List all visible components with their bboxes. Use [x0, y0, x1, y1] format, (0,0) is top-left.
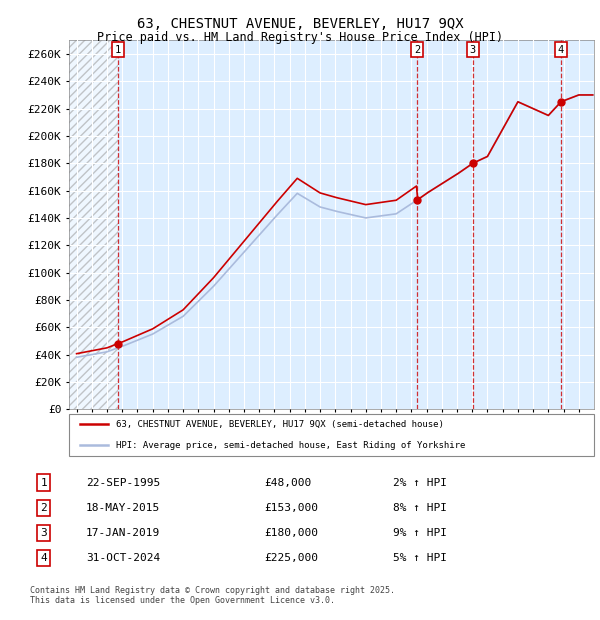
Text: HPI: Average price, semi-detached house, East Riding of Yorkshire: HPI: Average price, semi-detached house,…	[116, 441, 466, 450]
Text: 22-SEP-1995: 22-SEP-1995	[86, 477, 160, 487]
Text: 3: 3	[41, 528, 47, 538]
Text: £225,000: £225,000	[265, 553, 319, 563]
Text: 2: 2	[41, 503, 47, 513]
Text: 1: 1	[41, 477, 47, 487]
Text: Price paid vs. HM Land Registry's House Price Index (HPI): Price paid vs. HM Land Registry's House …	[97, 31, 503, 44]
Text: 63, CHESTNUT AVENUE, BEVERLEY, HU17 9QX (semi-detached house): 63, CHESTNUT AVENUE, BEVERLEY, HU17 9QX …	[116, 420, 444, 428]
Text: 17-JAN-2019: 17-JAN-2019	[86, 528, 160, 538]
Text: 63, CHESTNUT AVENUE, BEVERLEY, HU17 9QX: 63, CHESTNUT AVENUE, BEVERLEY, HU17 9QX	[137, 17, 463, 32]
FancyBboxPatch shape	[69, 414, 594, 456]
Text: 9% ↑ HPI: 9% ↑ HPI	[392, 528, 446, 538]
Text: £48,000: £48,000	[265, 477, 311, 487]
Text: 4: 4	[41, 553, 47, 563]
Text: 31-OCT-2024: 31-OCT-2024	[86, 553, 160, 563]
Text: 3: 3	[470, 45, 476, 55]
Text: 5% ↑ HPI: 5% ↑ HPI	[392, 553, 446, 563]
Bar	[69, 40, 118, 409]
Text: 2% ↑ HPI: 2% ↑ HPI	[392, 477, 446, 487]
Text: £180,000: £180,000	[265, 528, 319, 538]
Text: 8% ↑ HPI: 8% ↑ HPI	[392, 503, 446, 513]
Text: 18-MAY-2015: 18-MAY-2015	[86, 503, 160, 513]
Text: 2: 2	[414, 45, 420, 55]
Text: 1: 1	[115, 45, 121, 55]
Text: £153,000: £153,000	[265, 503, 319, 513]
Text: 4: 4	[558, 45, 564, 55]
Text: Contains HM Land Registry data © Crown copyright and database right 2025.
This d: Contains HM Land Registry data © Crown c…	[30, 586, 395, 605]
